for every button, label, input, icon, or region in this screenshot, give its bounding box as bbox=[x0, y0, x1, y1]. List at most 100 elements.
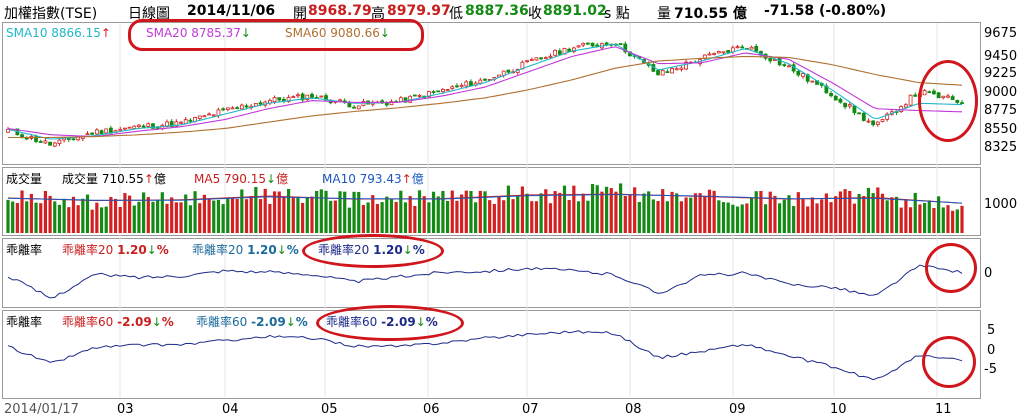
arrow-down-icon: ↓ bbox=[276, 243, 287, 257]
candle-body bbox=[810, 80, 815, 83]
volume-bar bbox=[792, 206, 796, 233]
volume-bar bbox=[315, 190, 319, 233]
volume-bar bbox=[852, 203, 857, 233]
volume-bar bbox=[866, 187, 871, 233]
candle-body bbox=[805, 74, 810, 82]
candle-body bbox=[871, 120, 876, 126]
volume-bar bbox=[385, 196, 389, 233]
candle-body bbox=[571, 47, 576, 52]
candle-body bbox=[123, 127, 127, 130]
volume-bar bbox=[628, 194, 632, 233]
candle-body bbox=[441, 89, 445, 93]
candle-body bbox=[412, 94, 417, 97]
volume-bar bbox=[506, 185, 510, 233]
volume-bar bbox=[272, 191, 277, 233]
ma5-legend: MA5 790.15↓億 bbox=[194, 172, 289, 186]
price-panel bbox=[2, 22, 981, 165]
volume-bar bbox=[488, 200, 492, 233]
volume-bar bbox=[530, 201, 534, 233]
candle-body bbox=[679, 67, 684, 70]
candle-body bbox=[506, 69, 511, 73]
x-tick: 05 bbox=[321, 402, 338, 417]
arrow-down-icon: ↓ bbox=[379, 26, 390, 40]
volume-bar bbox=[698, 193, 702, 233]
volume-bar bbox=[787, 195, 791, 233]
sma-line-sma20 bbox=[7, 46, 963, 138]
volume-bar bbox=[843, 189, 847, 233]
candle-body bbox=[787, 65, 791, 68]
candle-body bbox=[71, 138, 76, 141]
candle-body bbox=[903, 104, 908, 108]
volume-bar bbox=[380, 202, 384, 233]
candle-body bbox=[94, 129, 99, 135]
volume-bar bbox=[352, 191, 356, 233]
volume-bar bbox=[389, 199, 394, 233]
volume-bar bbox=[623, 196, 627, 233]
candle-body bbox=[197, 115, 202, 120]
volume-bar bbox=[57, 204, 62, 233]
volume-bar bbox=[876, 187, 880, 233]
volume-bar bbox=[244, 199, 249, 233]
candle-body bbox=[553, 49, 558, 56]
volume-bar bbox=[548, 203, 553, 233]
bias20-legend-b: 乖離率20 1.20↓% bbox=[192, 243, 299, 257]
volume-bar bbox=[862, 196, 866, 233]
volume-bar bbox=[43, 190, 48, 233]
volume-label: 量 bbox=[657, 6, 671, 22]
volume-bar bbox=[899, 207, 903, 233]
volume-bar bbox=[441, 190, 445, 233]
volume-bar bbox=[717, 200, 721, 233]
volume-bar bbox=[670, 191, 674, 233]
candle-body bbox=[239, 104, 244, 110]
candle-body bbox=[665, 71, 670, 74]
low-value: 8887.36 bbox=[465, 3, 529, 19]
candle-body bbox=[525, 60, 529, 63]
candle-body bbox=[85, 133, 90, 136]
price-y-tick: 9225 bbox=[984, 66, 1018, 81]
volume-bar bbox=[913, 192, 917, 233]
sma60-legend: SMA60 9080.66↓ bbox=[285, 26, 390, 40]
x-tick: 06 bbox=[423, 402, 440, 417]
volume-bar bbox=[955, 209, 959, 233]
close-value: 8891.02 bbox=[543, 3, 607, 19]
volume-bar bbox=[53, 201, 57, 233]
volume-bar bbox=[286, 188, 291, 233]
volume-bar bbox=[427, 202, 431, 233]
high-value: 8979.97 bbox=[387, 3, 451, 19]
arrow-up-icon: ↑ bbox=[100, 26, 111, 40]
arrow-up-icon: ↑ bbox=[143, 172, 154, 186]
sma-highlight-oval bbox=[128, 19, 424, 51]
volume-bar bbox=[277, 191, 281, 233]
volume-bar bbox=[90, 209, 94, 233]
bias60-label-oval bbox=[316, 305, 464, 341]
volume-bar bbox=[609, 188, 613, 233]
candle-body bbox=[707, 53, 712, 56]
volume-bar bbox=[656, 201, 660, 233]
volume-bar bbox=[689, 197, 693, 233]
volume-bar bbox=[81, 198, 85, 233]
volume-bar bbox=[254, 186, 258, 233]
volume-bar bbox=[67, 207, 71, 233]
candle-body bbox=[398, 97, 403, 102]
volume-bar bbox=[151, 201, 155, 233]
candle-body bbox=[908, 94, 913, 106]
volume-bar bbox=[740, 204, 744, 233]
candle-body bbox=[127, 126, 132, 129]
candle-body bbox=[6, 128, 10, 133]
volume-bar bbox=[890, 197, 894, 233]
bias60-legend-a: 乖離率60 -2.09↓% bbox=[62, 315, 174, 329]
volume-bar bbox=[665, 201, 669, 233]
volume-bar bbox=[123, 193, 127, 233]
volume-bar bbox=[721, 202, 726, 233]
volume-bar bbox=[918, 204, 922, 233]
bias20-panel bbox=[2, 238, 981, 308]
volume-bar bbox=[431, 191, 436, 233]
volume-panel-title: 成交量 bbox=[6, 172, 43, 186]
volume-bar bbox=[216, 199, 221, 233]
volume-bar bbox=[675, 193, 679, 233]
volume-bar bbox=[156, 200, 160, 233]
candle-body bbox=[389, 101, 394, 106]
volume-bar bbox=[347, 207, 351, 233]
volume-bar bbox=[525, 193, 529, 233]
candle-body bbox=[291, 96, 296, 99]
